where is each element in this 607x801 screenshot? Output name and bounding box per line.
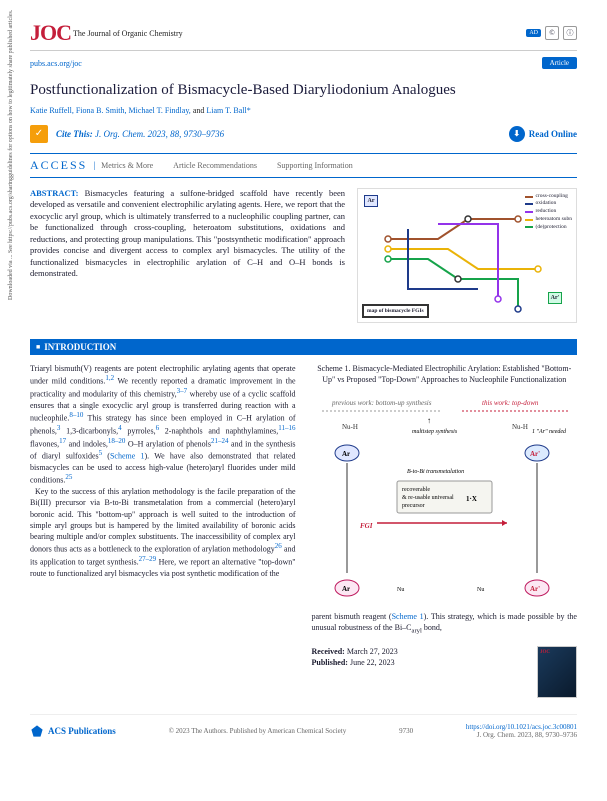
page-footer: ACS Publications © 2023 The Authors. Pub… xyxy=(30,714,577,739)
read-online-link[interactable]: ⬇ Read Online xyxy=(509,126,577,142)
svg-text:precursor: precursor xyxy=(402,503,425,509)
access-recs[interactable]: Article Recommendations xyxy=(173,161,257,170)
ar-start: Ar xyxy=(364,195,378,207)
access-bar: ACCESS | Metrics & More Article Recommen… xyxy=(30,153,577,178)
access-label: ACCESS xyxy=(30,158,87,173)
access-metrics[interactable]: Metrics & More xyxy=(101,161,153,170)
joc-logo: JOC xyxy=(30,20,71,46)
intro-header: INTRODUCTION xyxy=(30,339,577,355)
scheme-title: Scheme 1. Bismacycle-Mediated Electrophi… xyxy=(312,363,578,385)
received-box: Received: March 27, 2023 Published: June… xyxy=(312,646,578,668)
svg-text:1 "Ar" needed: 1 "Ar" needed xyxy=(532,429,567,435)
scheme-1-figure: previous work: bottom-up synthesis this … xyxy=(312,393,578,603)
svg-text:Nu-H: Nu-H xyxy=(342,423,358,431)
ar-end: Ar' xyxy=(548,292,562,304)
sharing-sidebar: Downloaded via ... See https://pubs.acs.… xyxy=(8,10,14,300)
cc-badge: © xyxy=(545,26,559,40)
cite-this[interactable]: Cite This: Cite This: J. Org. Chem. 2023… xyxy=(56,129,224,139)
svg-text:& re-usable universal: & re-usable universal xyxy=(402,495,454,501)
paper-title: Postfunctionalization of Bismacycle-Base… xyxy=(30,81,577,100)
svg-text:FGI: FGI xyxy=(360,522,373,530)
map-label: map of bismacycle FGIs xyxy=(362,304,429,318)
ad-badge: AD xyxy=(526,29,541,37)
oa-badge: ⓘ xyxy=(563,26,577,40)
article-type-badge: Article xyxy=(542,57,577,69)
cover-thumbnail xyxy=(537,646,577,698)
footer-page: 9730 xyxy=(399,727,413,735)
cite-bar: ✓ Cite This: Cite This: J. Org. Chem. 20… xyxy=(30,125,577,143)
svg-text:Nu: Nu xyxy=(477,587,484,593)
intro-col1: Triaryl bismuth(V) reagents are potent e… xyxy=(30,363,296,698)
header-icons: AD © ⓘ xyxy=(526,26,577,40)
journal-name: The Journal of Organic Chemistry xyxy=(73,29,183,38)
svg-text:Ar': Ar' xyxy=(530,450,540,458)
svg-text:Nu: Nu xyxy=(397,587,404,593)
svg-text:Ar: Ar xyxy=(342,450,350,458)
svg-text:Ar': Ar' xyxy=(530,585,540,593)
svg-text:previous work: bottom-up synth: previous work: bottom-up synthesis xyxy=(331,399,432,407)
check-icon: ✓ xyxy=(30,125,48,143)
subheader: pubs.acs.org/joc Article xyxy=(30,57,577,69)
access-si[interactable]: Supporting Information xyxy=(277,161,353,170)
intro-columns: Triaryl bismuth(V) reagents are potent e… xyxy=(30,363,577,698)
svg-text:B-to-Bi transmetalation: B-to-Bi transmetalation xyxy=(407,469,464,475)
abstract-row: ABSTRACT: Bismacycles featuring a sulfon… xyxy=(30,188,577,323)
authors: Katie Ruffell, Fiona B. Smith, Michael T… xyxy=(30,106,577,115)
abstract-text: ABSTRACT: Bismacycles featuring a sulfon… xyxy=(30,188,345,323)
svg-text:Nu-H: Nu-H xyxy=(512,423,528,431)
acs-publications-logo: ACS Publications xyxy=(30,724,116,738)
footer-doi[interactable]: https://doi.org/10.1021/acs.joc.3c00801 xyxy=(466,723,577,731)
svg-text:recoverable: recoverable xyxy=(402,487,430,493)
svg-text:Ar: Ar xyxy=(342,585,350,593)
col2-continuation: parent bismuth reagent (Scheme 1). This … xyxy=(312,611,578,636)
svg-text:1·X: 1·X xyxy=(466,495,477,503)
globe-icon: ⬇ xyxy=(509,126,525,142)
svg-text:this work: top-down: this work: top-down xyxy=(482,399,539,407)
footer-copyright: © 2023 The Authors. Published by America… xyxy=(169,727,347,735)
pubs-link[interactable]: pubs.acs.org/joc xyxy=(30,59,82,68)
svg-text:↑: ↑ xyxy=(427,416,431,425)
intro-col2: Scheme 1. Bismacycle-Mediated Electrophi… xyxy=(312,363,578,698)
toc-graphic: cross-coupling oxidation reduction heter… xyxy=(357,188,577,323)
journal-header: JOC The Journal of Organic Chemistry AD … xyxy=(30,20,577,51)
svg-text:multistep synthesis: multistep synthesis xyxy=(412,429,458,435)
footer-ref: J. Org. Chem. 2023, 88, 9730–9736 xyxy=(466,731,577,739)
